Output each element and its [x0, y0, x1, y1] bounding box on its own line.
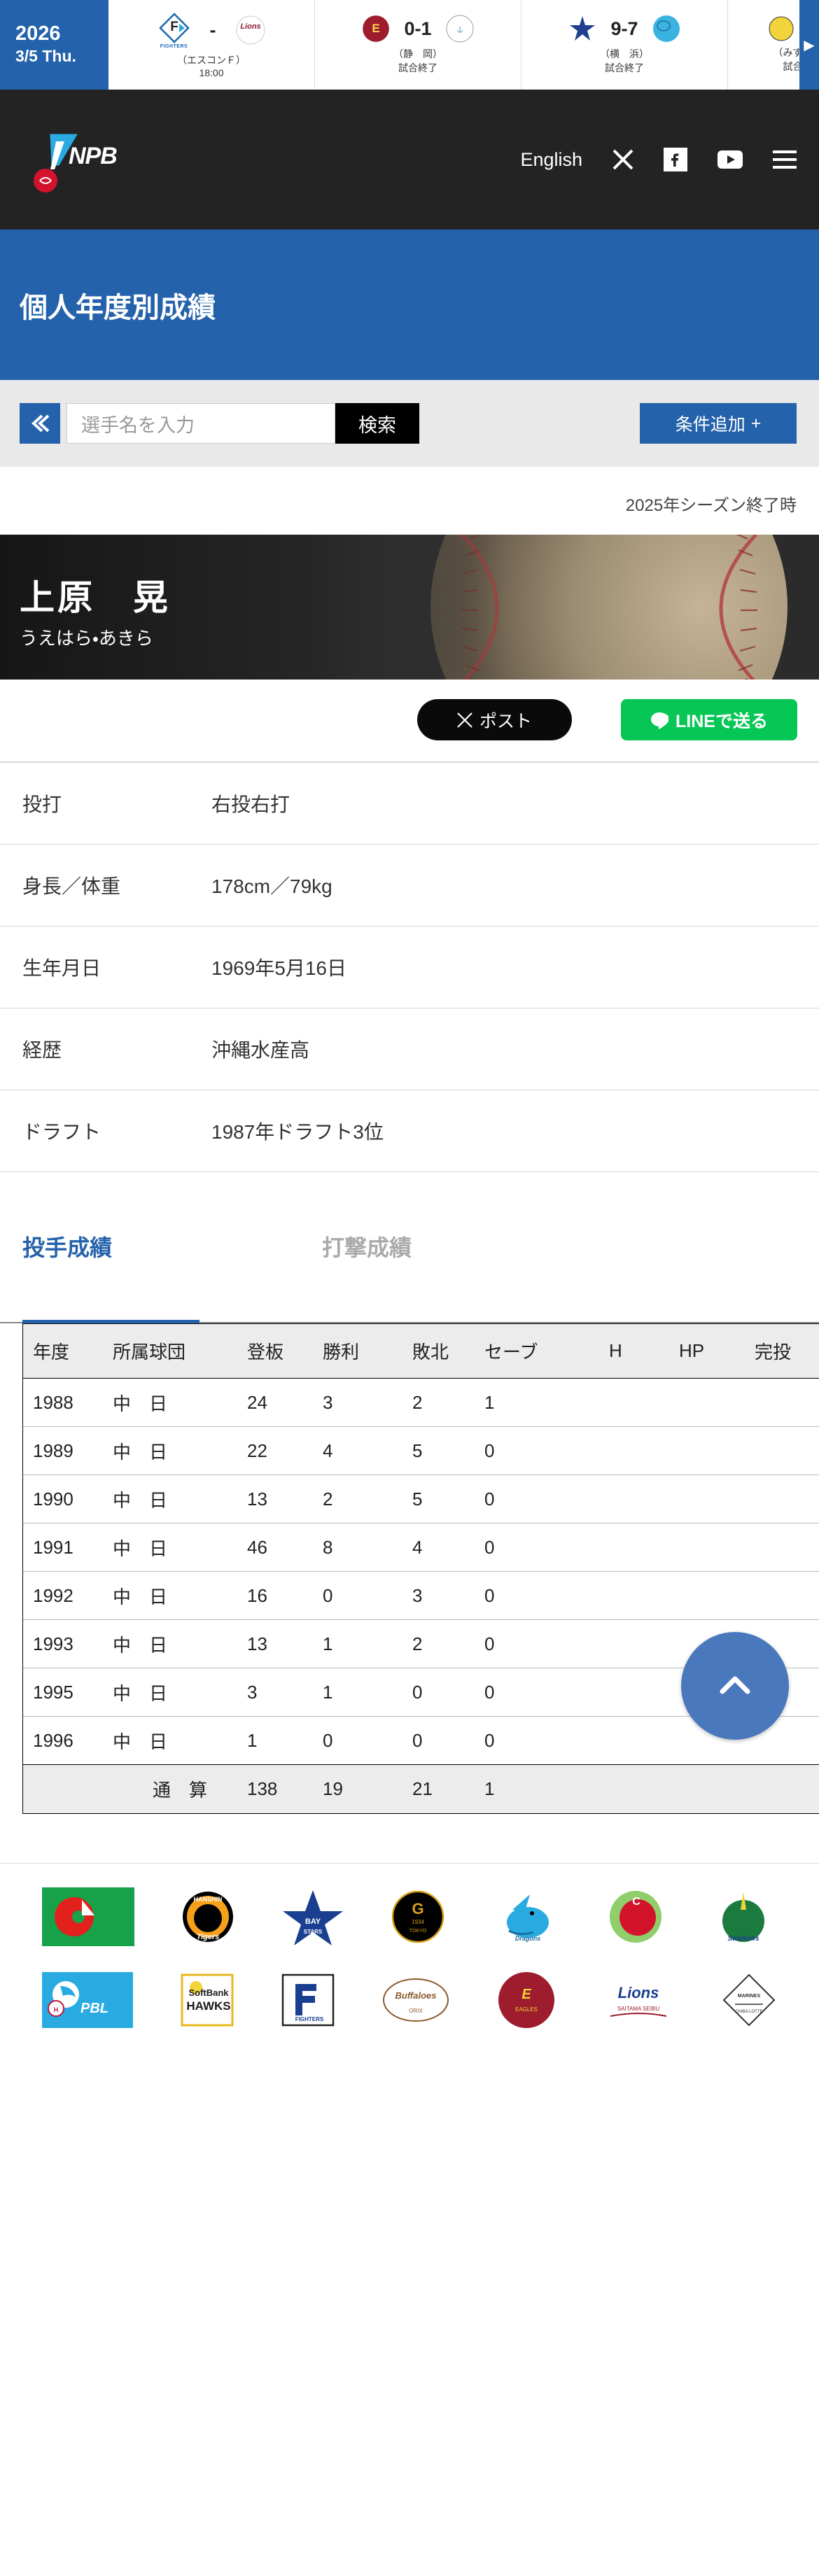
svg-text:CHIBA LOTTE: CHIBA LOTTE [735, 2010, 762, 2014]
svg-text:BAY: BAY [305, 1917, 321, 1926]
svg-text:SoftBank: SoftBank [188, 1987, 229, 1998]
svg-text:F: F [170, 20, 178, 34]
svg-text:Lions: Lions [240, 22, 260, 31]
svg-text:PBL: PBL [80, 2001, 108, 2016]
svg-text:HANSHIN: HANSHIN [193, 1896, 222, 1903]
svg-text:TOKYO: TOKYO [410, 1929, 427, 1934]
svg-text:FIGHTERS: FIGHTERS [295, 2016, 324, 2022]
svg-text:HAWKS: HAWKS [186, 1999, 230, 2013]
svg-text:1934: 1934 [412, 1919, 424, 1925]
svg-text:NPB: NPB [69, 143, 117, 169]
svg-text:Tigers: Tigers [197, 1933, 220, 1941]
svg-text:Swallows: Swallows [727, 1935, 759, 1943]
svg-text:MARINES: MARINES [738, 1994, 761, 1999]
svg-text:Lions: Lions [618, 1984, 659, 2001]
svg-text:⚓: ⚓ [456, 26, 463, 33]
svg-text:G: G [412, 1900, 424, 1917]
svg-text:Dragons: Dragons [515, 1935, 541, 1942]
svg-text:ORIX: ORIX [409, 2008, 423, 2014]
svg-text:E: E [522, 1987, 531, 2002]
svg-text:C: C [632, 1896, 640, 1908]
svg-text:SAITAMA SEIBU: SAITAMA SEIBU [617, 2006, 660, 2012]
svg-text:E: E [372, 22, 380, 35]
svg-text:H: H [54, 2006, 59, 2013]
svg-text:STARS: STARS [304, 1929, 323, 1935]
svg-text:Buffaloes: Buffaloes [396, 1990, 437, 2001]
svg-text:EAGLES: EAGLES [515, 2006, 538, 2013]
